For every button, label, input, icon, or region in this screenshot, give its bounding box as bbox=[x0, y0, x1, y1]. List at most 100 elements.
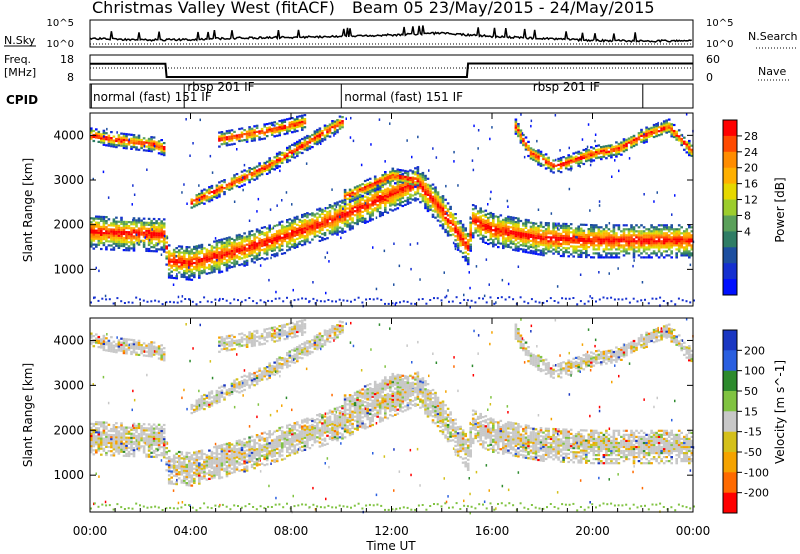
power-echo-cell bbox=[607, 232, 611, 235]
velocity-echo-cell bbox=[112, 452, 116, 455]
power-echo-cell bbox=[366, 204, 369, 207]
power-echo-cell bbox=[328, 135, 332, 138]
power-echo-cell bbox=[552, 230, 555, 233]
power-echo-cell bbox=[587, 240, 591, 243]
power-echo-cell bbox=[95, 229, 98, 232]
power-echo-cell bbox=[690, 254, 694, 257]
velocity-echo-cell bbox=[132, 428, 136, 431]
power-echo-cell bbox=[585, 237, 588, 241]
power-scatter-cell bbox=[568, 187, 571, 191]
power-echo-cell bbox=[223, 193, 226, 196]
power-echo-cell bbox=[557, 252, 560, 255]
power-echo-cell bbox=[291, 243, 294, 246]
power-echo-cell bbox=[358, 188, 362, 191]
power-scatter-cell bbox=[611, 175, 613, 178]
power-near-range-cell bbox=[417, 298, 420, 301]
power-echo-cell bbox=[685, 244, 689, 247]
power-echo-cell bbox=[481, 210, 485, 213]
power-echo-cell bbox=[132, 140, 136, 143]
power-echo-cell bbox=[135, 148, 138, 151]
power-echo-cell bbox=[308, 231, 312, 234]
power-echo-cell bbox=[509, 238, 513, 241]
power-echo-cell bbox=[245, 138, 249, 141]
power-echo-cell bbox=[645, 252, 648, 255]
power-echo-cell bbox=[371, 196, 374, 199]
power-echo-cell bbox=[157, 236, 161, 239]
power-echo-cell bbox=[273, 245, 276, 248]
power-echo-cell bbox=[306, 228, 309, 231]
power-echo-cell bbox=[660, 228, 663, 231]
power-echo-cell bbox=[190, 252, 194, 255]
power-scatter-cell bbox=[594, 139, 596, 143]
power-echo-cell bbox=[489, 232, 493, 235]
power-near-range-cell bbox=[685, 300, 688, 303]
power-echo-cell bbox=[537, 227, 540, 230]
power-echo-cell bbox=[228, 236, 231, 239]
power-echo-cell bbox=[203, 269, 206, 272]
power-echo-cell bbox=[265, 249, 269, 252]
power-echo-cell bbox=[667, 230, 671, 233]
velocity-echo-cell bbox=[142, 437, 146, 440]
power-echo-cell bbox=[446, 210, 450, 213]
power-echo-cell bbox=[492, 243, 495, 246]
power-echo-cell bbox=[95, 233, 98, 236]
power-echo-cell bbox=[605, 149, 608, 152]
power-echo-cell bbox=[235, 236, 239, 239]
power-echo-cell bbox=[617, 236, 621, 239]
power-echo-cell bbox=[499, 242, 503, 245]
power-echo-cell bbox=[605, 252, 608, 255]
power-echo-cell bbox=[120, 136, 123, 139]
power-echo-cell bbox=[509, 226, 513, 229]
power-echo-cell bbox=[635, 234, 638, 237]
power-echo-cell bbox=[411, 198, 415, 201]
power-echo-cell bbox=[162, 230, 166, 233]
power-echo-cell bbox=[356, 191, 359, 194]
power-echo-cell bbox=[384, 204, 387, 207]
power-scatter-cell bbox=[314, 302, 317, 305]
power-echo-cell bbox=[142, 241, 146, 244]
power-echo-cell bbox=[529, 249, 533, 252]
power-echo-cell bbox=[635, 143, 638, 146]
power-echo-cell bbox=[547, 226, 550, 229]
power-echo-cell bbox=[529, 155, 533, 158]
power-echo-cell bbox=[572, 247, 575, 250]
power-echo-cell bbox=[311, 232, 314, 235]
power-echo-cell bbox=[115, 226, 118, 229]
power-echo-cell bbox=[660, 254, 663, 257]
power-near-range-cell bbox=[681, 299, 684, 302]
power-echo-cell bbox=[150, 142, 153, 145]
power-echo-cell bbox=[670, 244, 673, 247]
power-echo-cell bbox=[112, 228, 116, 231]
power-echo-cell bbox=[278, 128, 281, 131]
power-echo-cell bbox=[275, 252, 279, 255]
power-echo-cell bbox=[301, 151, 304, 155]
power-echo-cell bbox=[564, 235, 568, 238]
power-echo-cell bbox=[378, 215, 382, 218]
power-echo-cell bbox=[579, 245, 583, 248]
power-echo-cell bbox=[577, 158, 580, 161]
velocity-echo-cell bbox=[140, 433, 143, 436]
velocity-echo-cell bbox=[147, 439, 151, 442]
power-echo-cell bbox=[205, 197, 209, 200]
power-echo-cell bbox=[411, 179, 415, 182]
power-echo-cell bbox=[574, 161, 578, 164]
power-echo-cell bbox=[517, 221, 520, 224]
power-echo-cell bbox=[210, 197, 214, 200]
power-echo-cell bbox=[253, 166, 256, 169]
power-scatter-cell bbox=[257, 197, 260, 201]
power-echo-cell bbox=[105, 238, 108, 241]
power-scatter-cell bbox=[375, 216, 378, 219]
power-echo-cell bbox=[193, 205, 196, 208]
power-echo-cell bbox=[110, 248, 113, 251]
power-echo-cell bbox=[396, 193, 400, 196]
noise-left-bottom: 10^0 bbox=[47, 39, 74, 50]
power-echo-cell bbox=[602, 155, 606, 158]
power-echo-cell bbox=[223, 257, 226, 261]
velocity-echo-cell bbox=[90, 441, 93, 444]
velocity-echo-cell bbox=[132, 426, 136, 429]
power-echo-cell bbox=[514, 233, 518, 236]
power-echo-cell bbox=[431, 209, 435, 212]
power-echo-cell bbox=[225, 249, 229, 252]
power-echo-cell bbox=[612, 149, 616, 152]
power-echo-cell bbox=[574, 227, 578, 230]
